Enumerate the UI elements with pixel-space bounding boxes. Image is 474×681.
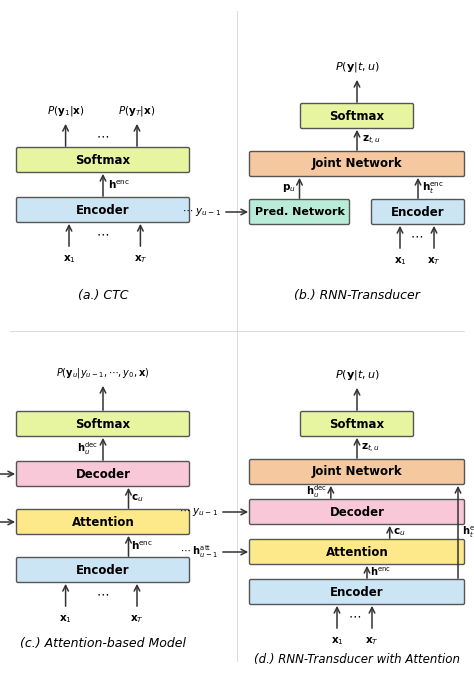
Text: Encoder: Encoder <box>391 206 445 219</box>
FancyBboxPatch shape <box>372 200 465 225</box>
Text: (c.) Attention-based Model: (c.) Attention-based Model <box>20 637 186 650</box>
Text: $\mathbf{x}_1$: $\mathbf{x}_1$ <box>330 635 343 647</box>
Text: $\mathbf{x}_1$: $\mathbf{x}_1$ <box>59 613 72 624</box>
Text: $\mathbf{x}_1$: $\mathbf{x}_1$ <box>63 253 75 265</box>
Text: (b.) RNN-Transducer: (b.) RNN-Transducer <box>294 289 420 302</box>
Text: $\mathbf{h}_u^{\rm dec}$: $\mathbf{h}_u^{\rm dec}$ <box>77 441 98 458</box>
FancyBboxPatch shape <box>17 411 190 437</box>
Text: $\cdots$: $\cdots$ <box>348 609 361 622</box>
FancyBboxPatch shape <box>17 462 190 486</box>
FancyBboxPatch shape <box>301 104 413 129</box>
Text: Softmax: Softmax <box>329 417 384 430</box>
Text: $P(\mathbf{y}_T|\mathbf{x})$: $P(\mathbf{y}_T|\mathbf{x})$ <box>118 104 155 118</box>
FancyBboxPatch shape <box>249 539 465 565</box>
FancyBboxPatch shape <box>17 558 190 582</box>
FancyBboxPatch shape <box>17 197 190 223</box>
Text: (a.) CTC: (a.) CTC <box>78 289 128 302</box>
Text: $\mathbf{h}_t^{\rm enc}$: $\mathbf{h}_t^{\rm enc}$ <box>422 180 444 195</box>
Text: $\mathbf{c}_u$: $\mathbf{c}_u$ <box>392 526 405 538</box>
Text: $\mathbf{h}_u^{\rm dec}$: $\mathbf{h}_u^{\rm dec}$ <box>306 484 327 501</box>
Text: Joint Network: Joint Network <box>312 157 402 170</box>
Text: Decoder: Decoder <box>75 467 130 481</box>
FancyBboxPatch shape <box>249 200 349 225</box>
Text: $P(\mathbf{y}|t,u)$: $P(\mathbf{y}|t,u)$ <box>335 368 379 382</box>
Text: $\mathbf{c}_u$: $\mathbf{c}_u$ <box>131 492 144 504</box>
Text: Softmax: Softmax <box>75 417 130 430</box>
Text: $\mathbf{z}_{t,u}$: $\mathbf{z}_{t,u}$ <box>361 441 380 454</box>
Text: $\cdots$ $\mathbf{h}_{u-1}^{\rm att}$: $\cdots$ $\mathbf{h}_{u-1}^{\rm att}$ <box>180 543 218 560</box>
Text: $\mathbf{x}_T$: $\mathbf{x}_T$ <box>427 255 441 267</box>
Text: Attention: Attention <box>326 545 388 558</box>
Text: $\mathbf{x}_T$: $\mathbf{x}_T$ <box>130 613 144 624</box>
Text: Pred. Network: Pred. Network <box>255 207 345 217</box>
FancyBboxPatch shape <box>249 460 465 484</box>
Text: Encoder: Encoder <box>76 204 130 217</box>
Text: Softmax: Softmax <box>329 110 384 123</box>
Text: $\mathbf{z}_{t,u}$: $\mathbf{z}_{t,u}$ <box>362 133 381 146</box>
Text: $P(\mathbf{y}_u|y_{u-1},\cdots,y_0,\mathbf{x})$: $P(\mathbf{y}_u|y_{u-1},\cdots,y_0,\math… <box>56 366 150 380</box>
Text: $\mathbf{p}_u$: $\mathbf{p}_u$ <box>282 182 295 194</box>
FancyBboxPatch shape <box>17 148 190 172</box>
Text: $\mathbf{x}_1$: $\mathbf{x}_1$ <box>393 255 406 267</box>
Text: $\cdots$: $\cdots$ <box>97 129 109 142</box>
Text: $\cdots$: $\cdots$ <box>97 588 109 601</box>
Text: $\cdots$ $y_{u-1}$: $\cdots$ $y_{u-1}$ <box>179 506 218 518</box>
Text: $\mathbf{h}^{\rm enc}$: $\mathbf{h}^{\rm enc}$ <box>108 179 130 191</box>
Text: $\cdots$ $y_{u-1}$: $\cdots$ $y_{u-1}$ <box>182 206 221 218</box>
Text: Decoder: Decoder <box>329 505 384 518</box>
Text: $\mathbf{h}_t^{\rm enc}$: $\mathbf{h}_t^{\rm enc}$ <box>462 524 474 540</box>
FancyBboxPatch shape <box>249 499 465 524</box>
Text: Encoder: Encoder <box>330 586 384 599</box>
Text: Encoder: Encoder <box>76 563 130 577</box>
Text: $\mathbf{x}_T$: $\mathbf{x}_T$ <box>134 253 147 265</box>
FancyBboxPatch shape <box>249 151 465 176</box>
Text: $\cdots$: $\cdots$ <box>410 229 424 242</box>
FancyBboxPatch shape <box>301 411 413 437</box>
Text: $\mathbf{h}^{\rm enc}$: $\mathbf{h}^{\rm enc}$ <box>370 566 391 578</box>
Text: $\cdots$: $\cdots$ <box>97 227 109 240</box>
Text: $\mathbf{x}_T$: $\mathbf{x}_T$ <box>365 635 379 647</box>
Text: Attention: Attention <box>72 516 134 528</box>
FancyBboxPatch shape <box>17 509 190 535</box>
Text: $\mathbf{h}^{\rm enc}$: $\mathbf{h}^{\rm enc}$ <box>131 540 154 552</box>
Text: $P(\mathbf{y}_1|\mathbf{x})$: $P(\mathbf{y}_1|\mathbf{x})$ <box>47 104 84 118</box>
Text: Softmax: Softmax <box>75 153 130 166</box>
Text: Joint Network: Joint Network <box>312 466 402 479</box>
Text: $P(\mathbf{y}|t,u)$: $P(\mathbf{y}|t,u)$ <box>335 60 379 74</box>
Text: (d.) RNN-Transducer with Attention: (d.) RNN-Transducer with Attention <box>254 652 460 665</box>
FancyBboxPatch shape <box>249 580 465 605</box>
